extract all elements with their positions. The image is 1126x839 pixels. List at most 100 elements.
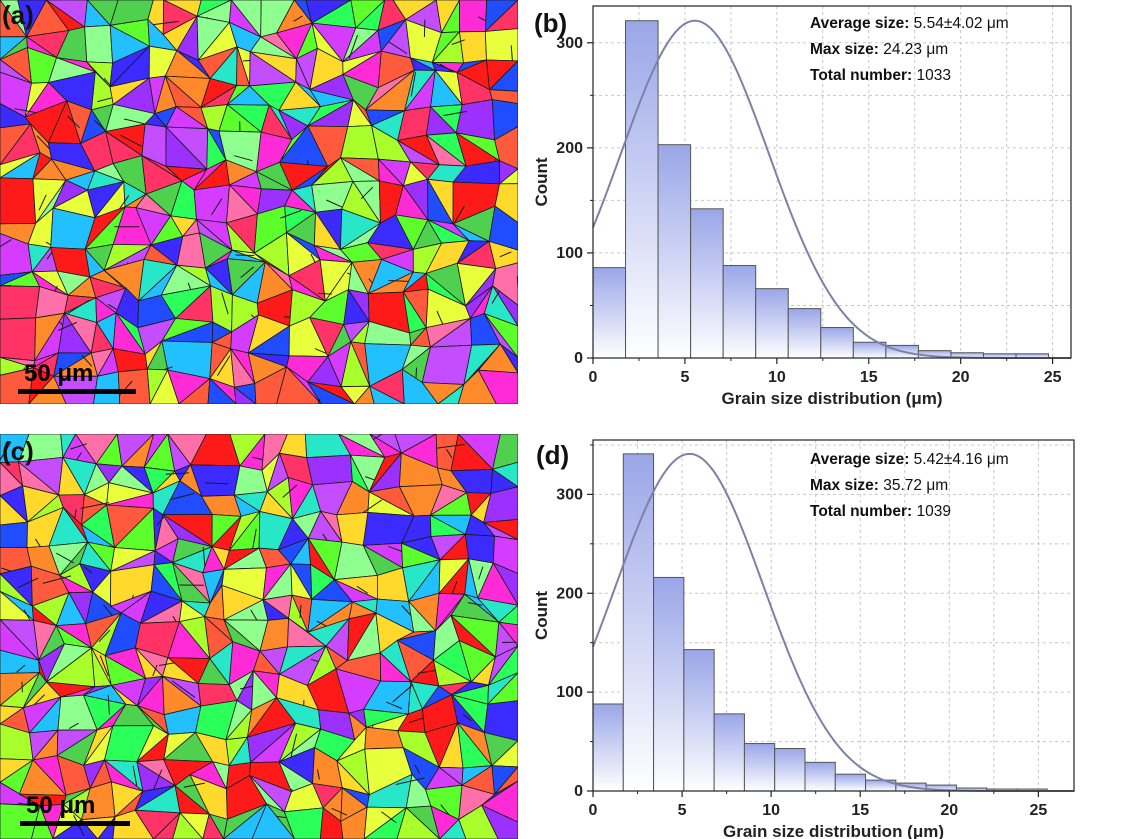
x-tick-label: 15: [851, 802, 869, 819]
twin-boundary: [280, 209, 302, 219]
twin-boundary: [468, 602, 483, 606]
twin-boundary: [356, 585, 369, 594]
twin-boundary: [386, 701, 403, 710]
twin-boundary: [216, 355, 231, 377]
twin-boundary: [317, 398, 321, 404]
twin-boundary: [388, 41, 408, 55]
twin-boundary: [67, 115, 80, 129]
histogram-b-svg: 0 5 10 15 20 25 0 100 200 300 Grain size distribut…: [532, 5, 1072, 408]
grain: [112, 809, 154, 839]
grain: [492, 434, 518, 470]
x-tick-label: 20: [940, 802, 958, 819]
twin-boundary: [107, 695, 110, 715]
stats-label: Total number:: [810, 67, 917, 84]
histogram-bar: [690, 208, 724, 359]
grain: [494, 126, 518, 170]
twin-boundary: [221, 292, 229, 315]
y-tick-label: 0: [574, 783, 583, 800]
twin-boundary: [299, 604, 302, 619]
grain: [483, 700, 518, 742]
twin-boundary: [235, 254, 255, 256]
grain: [459, 0, 488, 33]
y-tick-label: 0: [574, 350, 583, 367]
histogram-bar: [834, 773, 867, 792]
stats-line: Average size: 5.42±4.16 μm: [810, 451, 1009, 468]
y-tick-label: 300: [556, 35, 583, 52]
histogram-bar: [622, 453, 655, 792]
grain: [477, 369, 518, 404]
panel-label-c: (c): [2, 436, 34, 466]
grain: [207, 377, 237, 404]
x-tick-label: 20: [952, 369, 970, 386]
grain: [421, 344, 473, 385]
grain: [488, 205, 518, 251]
stats-value: 35.72 μm: [883, 477, 948, 494]
twin-boundary: [414, 764, 421, 775]
y-tick-label: 200: [556, 585, 583, 602]
twin-boundary: [316, 769, 320, 780]
twin-boundary: [331, 807, 348, 816]
grain: [93, 371, 121, 404]
x-tick-label: 0: [589, 802, 598, 819]
grain: [251, 803, 296, 839]
ebsd-grain-map-a: [0, 0, 518, 404]
histogram-bar: [657, 144, 692, 359]
twin-boundary: [158, 662, 175, 667]
twin-boundary: [81, 354, 93, 367]
stats-line: Total number: 1039: [810, 503, 951, 520]
twin-boundary: [410, 71, 417, 97]
scale-bar-label-a: 50 μm: [24, 360, 94, 387]
twin-boundary: [436, 443, 465, 449]
twin-boundary: [14, 108, 39, 114]
twin-boundary: [16, 664, 26, 673]
grain: [0, 177, 37, 225]
x-axis-label: Grain size distribution (μm): [723, 822, 944, 839]
y-tick-label: 100: [556, 684, 583, 701]
grain: [396, 807, 441, 839]
twin-boundary: [451, 39, 465, 45]
twin-boundary: [0, 239, 12, 248]
twin-boundary: [202, 547, 206, 567]
stats-line: Max size: 24.23 μm: [810, 41, 948, 58]
stats-line: Total number: 1033: [810, 67, 951, 84]
grain: [0, 803, 41, 839]
twin-boundary: [56, 552, 75, 564]
ebsd-map-c: [0, 434, 518, 839]
twin-boundary: [443, 110, 468, 117]
grain: [458, 804, 499, 839]
stats-value: 1033: [917, 67, 951, 84]
stats-line: Max size: 35.72 μm: [810, 477, 948, 494]
stats-label: Max size:: [810, 41, 883, 58]
histogram-bar: [592, 703, 624, 792]
x-tick-label: 5: [680, 369, 689, 386]
stats-label: Total number:: [810, 503, 917, 520]
twin-boundary: [97, 97, 112, 103]
twin-boundary: [17, 577, 39, 589]
twin-boundary: [289, 733, 298, 761]
histogram-bar: [683, 649, 715, 792]
twin-boundary: [165, 472, 189, 475]
histogram-bar: [755, 288, 789, 359]
x-tick-label: 10: [768, 369, 786, 386]
grain: [494, 183, 518, 224]
twin-boundary: [318, 292, 332, 295]
x-tick-label: 5: [678, 802, 687, 819]
twin-boundary: [326, 199, 345, 209]
plot-frame: [592, 439, 1075, 792]
twin-boundary: [99, 655, 109, 677]
twin-boundary: [360, 186, 374, 200]
twin-boundary: [98, 629, 111, 643]
grain: [117, 368, 151, 404]
stats-label: Average size:: [810, 451, 914, 468]
twin-boundary: [65, 299, 90, 316]
ebsd-map-a: [0, 0, 518, 404]
twin-boundary: [436, 310, 444, 326]
twin-boundary: [499, 251, 512, 258]
grain: [319, 807, 344, 839]
twin-boundary: [316, 620, 327, 627]
grain: [336, 511, 369, 546]
twin-boundary: [36, 135, 52, 151]
y-tick-label: 300: [556, 486, 583, 503]
twin-boundary: [70, 443, 88, 450]
stats-value: 5.42±4.16 μm: [914, 451, 1009, 468]
